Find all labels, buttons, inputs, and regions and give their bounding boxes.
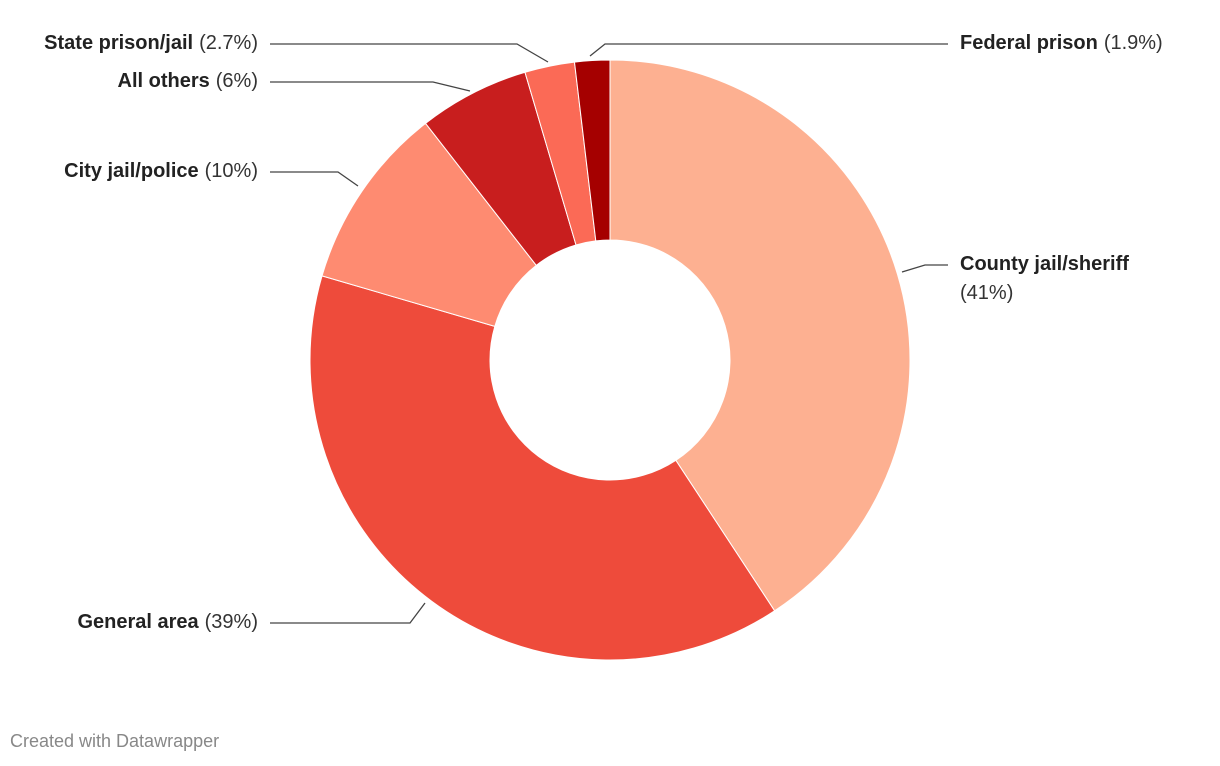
value-label: (41%) bbox=[960, 282, 1013, 304]
leader-line bbox=[270, 43, 549, 63]
leader-line bbox=[589, 43, 948, 57]
leader-line bbox=[270, 81, 471, 92]
category-name: General area bbox=[77, 611, 199, 633]
value-label: (2.7%) bbox=[199, 32, 258, 54]
credit: Created with Datawrapper bbox=[10, 731, 219, 751]
value-label: (39%) bbox=[205, 611, 258, 633]
slice-label: All others (6%) bbox=[118, 70, 258, 92]
category-name: State prison/jail bbox=[44, 32, 193, 54]
leader-line bbox=[270, 171, 359, 187]
slice bbox=[309, 275, 776, 661]
slice bbox=[609, 59, 911, 612]
category-name: County jail/sheriff bbox=[960, 253, 1129, 275]
slice bbox=[573, 59, 611, 242]
value-label: (10%) bbox=[205, 160, 258, 182]
slice-label: General area (39%) bbox=[77, 611, 258, 633]
category-name: Federal prison bbox=[960, 32, 1098, 54]
slice-label: County jail/sheriff (41%) bbox=[960, 253, 1129, 304]
value-label: (1.9%) bbox=[1104, 32, 1163, 54]
leader-line bbox=[901, 264, 948, 273]
leader-line bbox=[270, 602, 426, 624]
category-name: City jail/police bbox=[64, 160, 198, 182]
slice-label: State prison/jail (2.7%) bbox=[44, 32, 258, 54]
value-label: (6%) bbox=[216, 70, 258, 92]
slice-label: Federal prison (1.9%) bbox=[960, 32, 1163, 54]
slice-label: City jail/police (10%) bbox=[64, 160, 258, 182]
category-name: All others bbox=[118, 70, 210, 92]
